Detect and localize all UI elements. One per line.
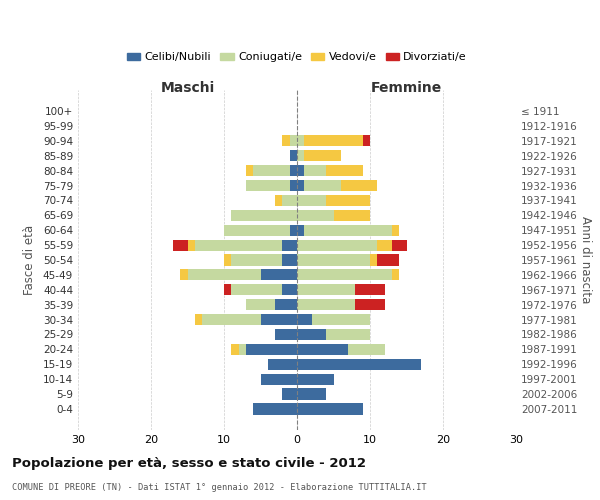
- Bar: [297, 314, 311, 325]
- Bar: [341, 180, 377, 191]
- Bar: [297, 329, 326, 340]
- Bar: [275, 329, 297, 340]
- Bar: [304, 135, 362, 146]
- Bar: [239, 344, 246, 355]
- Text: COMUNE DI PREORE (TN) - Dati ISTAT 1° gennaio 2012 - Elaborazione TUTTITALIA.IT: COMUNE DI PREORE (TN) - Dati ISTAT 1° ge…: [12, 482, 427, 492]
- Bar: [297, 270, 392, 280]
- Bar: [283, 135, 290, 146]
- Bar: [297, 180, 304, 191]
- Bar: [224, 284, 232, 296]
- Bar: [297, 165, 304, 176]
- Bar: [334, 210, 370, 221]
- Bar: [232, 210, 297, 221]
- Bar: [283, 388, 297, 400]
- Bar: [297, 404, 362, 414]
- Bar: [392, 224, 399, 236]
- Bar: [232, 254, 283, 266]
- Y-axis label: Fasce di età: Fasce di età: [23, 225, 36, 295]
- Bar: [297, 195, 326, 206]
- Bar: [297, 388, 326, 400]
- Bar: [297, 254, 370, 266]
- Bar: [297, 150, 304, 162]
- Bar: [290, 150, 297, 162]
- Bar: [195, 314, 202, 325]
- Bar: [268, 358, 297, 370]
- Bar: [224, 254, 232, 266]
- Bar: [297, 210, 334, 221]
- Bar: [187, 270, 260, 280]
- Bar: [246, 180, 290, 191]
- Bar: [392, 240, 407, 250]
- Bar: [232, 344, 239, 355]
- Bar: [326, 195, 370, 206]
- Bar: [283, 195, 297, 206]
- Legend: Celibi/Nubili, Coniugati/e, Vedovi/e, Divorziati/e: Celibi/Nubili, Coniugati/e, Vedovi/e, Di…: [122, 48, 472, 67]
- Bar: [297, 135, 304, 146]
- Bar: [253, 404, 297, 414]
- Bar: [297, 299, 355, 310]
- Bar: [297, 224, 304, 236]
- Bar: [173, 240, 187, 250]
- Bar: [304, 224, 392, 236]
- Bar: [232, 284, 283, 296]
- Bar: [297, 344, 348, 355]
- Bar: [370, 254, 377, 266]
- Bar: [311, 314, 370, 325]
- Text: Maschi: Maschi: [160, 80, 215, 94]
- Bar: [348, 344, 385, 355]
- Text: Popolazione per età, sesso e stato civile - 2012: Popolazione per età, sesso e stato civil…: [12, 458, 366, 470]
- Bar: [304, 180, 341, 191]
- Bar: [260, 270, 297, 280]
- Text: Femmine: Femmine: [371, 80, 442, 94]
- Bar: [326, 329, 370, 340]
- Bar: [283, 254, 297, 266]
- Bar: [297, 358, 421, 370]
- Bar: [246, 299, 275, 310]
- Bar: [326, 165, 362, 176]
- Bar: [392, 270, 399, 280]
- Bar: [195, 240, 283, 250]
- Bar: [246, 165, 253, 176]
- Bar: [290, 224, 297, 236]
- Bar: [275, 195, 283, 206]
- Bar: [275, 299, 297, 310]
- Bar: [297, 284, 355, 296]
- Bar: [297, 374, 334, 385]
- Bar: [377, 254, 399, 266]
- Bar: [355, 299, 385, 310]
- Bar: [290, 180, 297, 191]
- Bar: [202, 314, 260, 325]
- Bar: [224, 224, 290, 236]
- Bar: [362, 135, 370, 146]
- Bar: [304, 150, 341, 162]
- Bar: [355, 284, 385, 296]
- Y-axis label: Anni di nascita: Anni di nascita: [578, 216, 592, 304]
- Bar: [260, 314, 297, 325]
- Bar: [304, 165, 326, 176]
- Bar: [283, 240, 297, 250]
- Bar: [377, 240, 392, 250]
- Bar: [180, 270, 187, 280]
- Bar: [260, 374, 297, 385]
- Bar: [253, 165, 290, 176]
- Bar: [246, 344, 297, 355]
- Bar: [297, 240, 377, 250]
- Bar: [290, 135, 297, 146]
- Bar: [283, 284, 297, 296]
- Bar: [187, 240, 195, 250]
- Bar: [290, 165, 297, 176]
